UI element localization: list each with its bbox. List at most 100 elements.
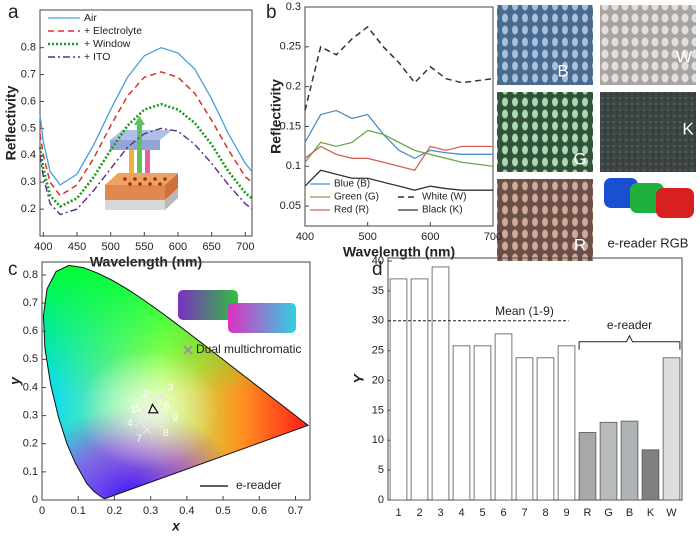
x-tick-label: 0.5 bbox=[215, 505, 230, 517]
point-label: 3 bbox=[168, 382, 174, 394]
x-tick-label: 600 bbox=[421, 231, 439, 243]
point-label: 8 bbox=[163, 427, 169, 439]
x-tick-label: 550 bbox=[135, 241, 153, 253]
x-tick-label: K bbox=[647, 507, 655, 519]
y-tick-label: 25 bbox=[372, 345, 384, 357]
schematic bbox=[105, 116, 178, 210]
bar bbox=[515, 357, 534, 501]
x-tick-label: 500 bbox=[101, 241, 119, 253]
x-tick-label: 4 bbox=[458, 507, 464, 519]
point-label: 7 bbox=[136, 432, 142, 444]
line bbox=[39, 71, 253, 197]
photo-caption: e-reader RGB bbox=[608, 235, 689, 250]
legend-label: Air bbox=[84, 12, 97, 24]
x-tick-label: 7 bbox=[521, 507, 527, 519]
y-tick-label: 0.2 bbox=[21, 203, 36, 215]
inset-bars bbox=[178, 290, 296, 333]
point-label: 6 bbox=[164, 400, 170, 412]
line bbox=[304, 109, 493, 160]
y-tick-label: 20 bbox=[372, 374, 384, 386]
bar bbox=[389, 278, 408, 501]
photo-label: G bbox=[573, 149, 586, 168]
point-label: 1 bbox=[130, 404, 136, 416]
x-tick-label: B bbox=[626, 507, 633, 519]
x-axis-label: x bbox=[171, 518, 181, 534]
y-tick-label: 0.4 bbox=[23, 381, 38, 393]
legend-label: + ITO bbox=[84, 51, 110, 63]
bar bbox=[641, 449, 660, 501]
x-tick-label: 650 bbox=[202, 241, 220, 253]
point-label: 2 bbox=[142, 388, 148, 400]
point bbox=[157, 391, 166, 401]
panel-label: c bbox=[8, 259, 18, 280]
photos bbox=[497, 5, 696, 261]
photo-label: B bbox=[557, 61, 568, 80]
chromaticity-gamut bbox=[43, 265, 309, 499]
y-tick-label: 0.4 bbox=[21, 149, 36, 161]
y-tick-label: 0.5 bbox=[21, 122, 36, 134]
y-tick-label: 35 bbox=[372, 285, 384, 297]
legend-label: e-reader bbox=[236, 478, 281, 492]
x-tick-label: 500 bbox=[358, 231, 376, 243]
x-tick-label: 600 bbox=[169, 241, 187, 253]
x-tick-label: 450 bbox=[68, 241, 86, 253]
plot-frame bbox=[39, 9, 253, 237]
point bbox=[160, 413, 170, 423]
panel-label: a bbox=[8, 2, 19, 23]
point-label: 5 bbox=[135, 403, 141, 415]
y-axis-label: Y bbox=[351, 373, 367, 384]
x-tick-label: R bbox=[584, 507, 592, 519]
panel-label: b bbox=[266, 2, 277, 23]
bar bbox=[431, 266, 450, 501]
y-tick-label: 0.8 bbox=[23, 269, 38, 281]
line bbox=[39, 127, 253, 216]
x-tick-label: 0.7 bbox=[288, 505, 303, 517]
line bbox=[38, 102, 253, 208]
legend-label: + Electrolyte bbox=[84, 25, 142, 37]
y-tick-label: 30 bbox=[372, 315, 384, 327]
x-tick-label: W bbox=[666, 507, 677, 519]
line bbox=[39, 46, 253, 186]
y-tick-label: 40 bbox=[372, 255, 384, 267]
point bbox=[135, 416, 145, 426]
x-tick-label: 6 bbox=[500, 507, 506, 519]
y-tick-label: 0.05 bbox=[280, 200, 301, 212]
point-label: 4 bbox=[127, 417, 133, 429]
y-tick-label: 0.1 bbox=[286, 160, 301, 172]
y-tick-label: 0.8 bbox=[21, 42, 36, 54]
x-tick-label: 0.6 bbox=[252, 505, 267, 517]
x-axis-label: Wavelength (nm) bbox=[343, 244, 455, 260]
x-tick-label: 0.4 bbox=[179, 505, 194, 517]
legend-marker bbox=[183, 345, 193, 355]
photo-label: K bbox=[682, 119, 694, 138]
x-tick-label: 400 bbox=[34, 241, 52, 253]
point bbox=[142, 425, 152, 435]
x-tick-label: 9 bbox=[563, 507, 569, 519]
bar bbox=[578, 432, 597, 501]
x-tick-label: 1 bbox=[395, 507, 401, 519]
bar bbox=[473, 345, 492, 501]
bar bbox=[557, 345, 576, 501]
y-tick-label: 0.2 bbox=[286, 81, 301, 93]
plot-frame bbox=[387, 257, 683, 501]
bar bbox=[599, 421, 618, 501]
y-tick-label: 0.3 bbox=[286, 1, 301, 13]
plot-frame bbox=[304, 6, 494, 227]
bar bbox=[452, 345, 471, 501]
x-tick-label: 0.2 bbox=[107, 505, 122, 517]
y-tick-label: 0.3 bbox=[21, 176, 36, 188]
line bbox=[304, 169, 493, 191]
line bbox=[304, 145, 493, 171]
y-tick-label: 0 bbox=[378, 494, 384, 506]
x-tick-label: 5 bbox=[479, 507, 485, 519]
y-tick-label: 0.15 bbox=[280, 120, 301, 132]
y-tick-label: 0.25 bbox=[280, 41, 301, 53]
point bbox=[149, 395, 159, 405]
point bbox=[153, 419, 163, 429]
point-label: 9 bbox=[172, 412, 178, 424]
y-axis-label: y bbox=[7, 376, 23, 386]
line bbox=[304, 25, 494, 111]
legend-label: White (W) bbox=[422, 192, 466, 203]
y-tick-label: 0.3 bbox=[23, 410, 38, 422]
